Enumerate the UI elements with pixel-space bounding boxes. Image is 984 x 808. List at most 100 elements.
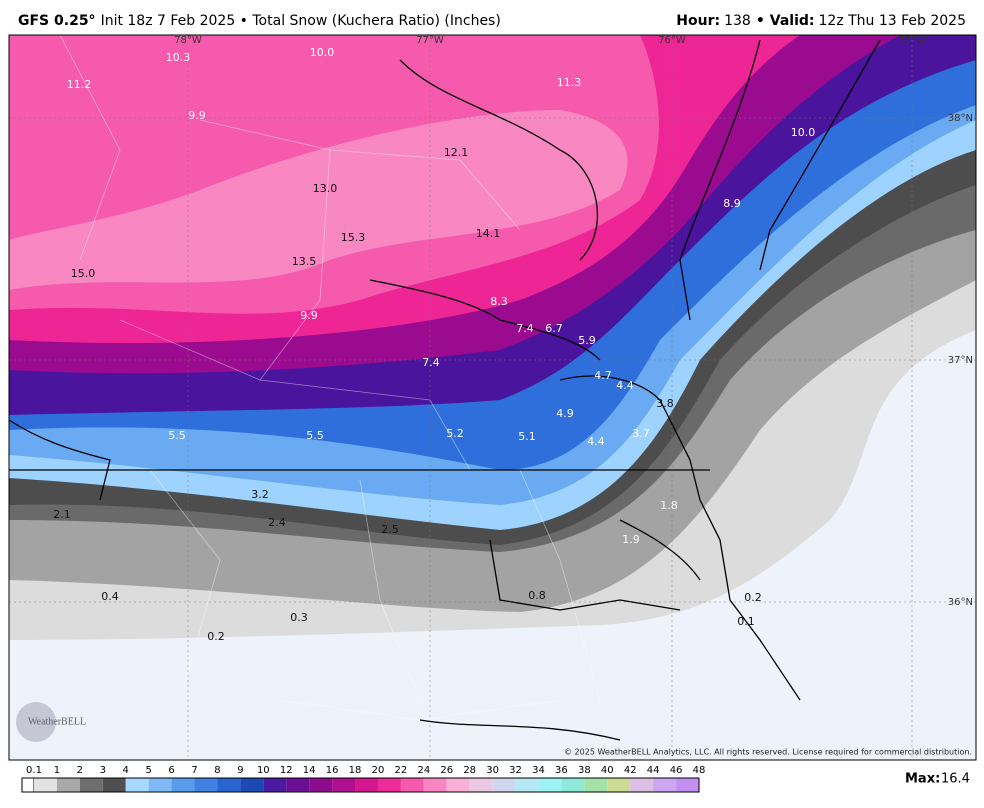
colorbar-swatch [102,778,126,792]
point-label: 13.0 [313,182,338,195]
map-frame [8,34,977,761]
colorbar-label: 48 [693,765,706,776]
county-lines [59,35,601,721]
latitude-label: 36°N [948,597,973,608]
header-right: Hour: 138 • Valid: 12z Thu 13 Feb 2025 [676,13,966,29]
point-label: 15.0 [71,267,96,280]
colorbar-label: 28 [463,765,476,776]
colorbar-label: 40 [601,765,614,776]
point-label: 7.4 [422,356,440,369]
colorbar-swatch [400,778,424,792]
colorbar-label: 46 [670,765,683,776]
point-label: 0.2 [207,630,225,643]
copyright: © 2025 WeatherBELL Analytics, LLC. All r… [564,748,972,757]
point-label: 5.1 [518,430,536,443]
point-label: 0.1 [737,615,755,628]
colorbar-swatch [148,778,172,792]
colorbar-swatch [515,778,539,792]
point-label: 1.8 [660,499,678,512]
colorbar-swatch [630,778,654,792]
longitude-label: 76°W [658,35,686,46]
hour-label: Hour: [676,13,720,29]
separator: • [756,13,765,29]
colorbar-label: 5 [145,765,151,776]
colorbar-swatch [561,778,585,792]
point-label: 13.5 [292,255,317,268]
colorbar-label: 0.1 [26,765,42,776]
max-label: Max: [905,772,940,787]
colorbar-swatch [217,778,241,792]
point-label: 6.7 [545,322,563,335]
snow-band [9,110,628,290]
colorbar-swatch [263,778,287,792]
coastline [369,39,881,741]
point-label: 0.3 [290,611,308,624]
colorbar-label: 36 [555,765,568,776]
point-label: 3.8 [656,397,674,410]
colorbar-label: 4 [123,765,129,776]
point-label: 10.0 [310,46,335,59]
colorbar-label: 22 [395,765,408,776]
colorbar-swatch [607,778,631,792]
header-left: GFS 0.25° Init 18z 7 Feb 2025 • Total Sno… [18,13,501,29]
point-label: 8.3 [490,295,508,308]
point-label: 10.0 [791,126,816,139]
colorbar-swatch [79,778,103,792]
colorbar-label: 9 [237,765,243,776]
hour-value: 138 [724,13,751,29]
colorbar-swatch [584,778,608,792]
run-description: Init 18z 7 Feb 2025 • Total Snow (Kucher… [101,13,501,29]
colorbar-label: 7 [191,765,197,776]
colorbar-label: 18 [349,765,362,776]
colorbar-swatch [676,778,699,792]
point-label: 11.3 [557,76,582,89]
longitude-label: 75°W [898,35,926,46]
colorbar-swatch [355,778,378,792]
valid-value: 12z Thu 13 Feb 2025 [819,13,967,29]
point-label: 5.2 [446,427,464,440]
colorbar-label: 34 [532,765,545,776]
colorbar-swatch [171,778,195,792]
colorbar-label: 14 [303,765,316,776]
colorbar-swatch [332,778,356,792]
colorbar-start [21,777,35,793]
colorbar-swatch [538,778,562,792]
colorbar-label: 32 [509,765,522,776]
colorbar-swatch [492,778,516,792]
colorbar-swatch [653,778,677,792]
colorbar-swatch [423,778,447,792]
colorbar-label: 38 [578,765,591,776]
colorbar-swatch [240,778,264,792]
colorbar-label: 20 [372,765,385,776]
point-label: 8.9 [723,197,741,210]
colorbar-label: 6 [168,765,174,776]
colorbar-swatch [446,778,470,792]
point-label: 5.5 [306,429,324,442]
point-label: 4.9 [556,407,574,420]
point-label: 2.4 [268,516,286,529]
colorbar-swatch [469,778,493,792]
point-label: 1.9 [622,533,640,546]
point-label: 4.4 [587,435,605,448]
logo-text: WeatherBELL [28,716,86,727]
point-label: 11.2 [67,78,92,91]
point-label: 3.2 [251,488,269,501]
colorbar-label: 44 [647,765,660,776]
colorbar-swatch [377,778,401,792]
colorbar-frame [21,777,700,793]
river [9,419,111,501]
colorbar-label: 16 [326,765,339,776]
latitude-label: 37°N [948,355,973,366]
point-label: 4.7 [594,369,612,382]
point-label: 5.5 [168,429,186,442]
point-label: 5.9 [578,334,596,347]
valid-label: Valid: [770,13,815,29]
point-label: 7.4 [516,322,534,335]
logo-swirl [16,702,56,742]
longitude-label: 77°W [416,35,444,46]
colorbar-label: 24 [417,765,430,776]
colorbar-label: 42 [624,765,637,776]
colorbar-swatch [309,778,333,792]
graticule: 78°W 77°W 76°W 75°W 38°N 37°N 36°N [9,35,976,760]
